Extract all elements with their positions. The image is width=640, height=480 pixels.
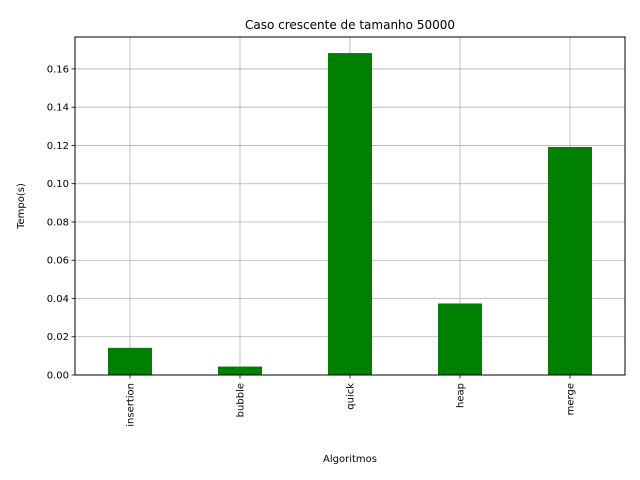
y-tick-label: 0.00: [47, 371, 69, 382]
x-tick-label: insertion: [126, 383, 137, 427]
bar-bubble: [218, 366, 262, 375]
bar-merge: [548, 146, 592, 375]
x-tick-label: merge: [566, 383, 577, 415]
y-tick-label: 0.08: [47, 217, 69, 228]
y-tick-label: 0.12: [47, 141, 69, 152]
y-tick-label: 0.04: [47, 294, 69, 305]
y-tick-label: 0.06: [47, 256, 69, 267]
y-axis-title: Tempo(s): [16, 183, 27, 230]
chart-title: Caso crescente de tamanho 50000: [245, 18, 455, 32]
x-axis-title: Algoritmos: [323, 454, 377, 465]
bar-insertion: [108, 347, 152, 375]
axis-ticks: 0.00 0.02 0.04 0.06 0.08 0.10 0.12 0.14 0.16 inse…: [47, 64, 577, 426]
bars: [108, 53, 592, 376]
y-tick-label: 0.10: [47, 179, 69, 190]
y-tick-label: 0.16: [47, 64, 69, 75]
x-tick-label: bubble: [236, 383, 247, 417]
bar-quick: [328, 53, 372, 376]
x-tick-label: quick: [346, 383, 357, 410]
y-tick-label: 0.14: [47, 103, 69, 114]
bar-heap: [438, 303, 482, 375]
x-tick-label: heap: [456, 383, 467, 408]
y-tick-label: 0.02: [47, 332, 69, 343]
